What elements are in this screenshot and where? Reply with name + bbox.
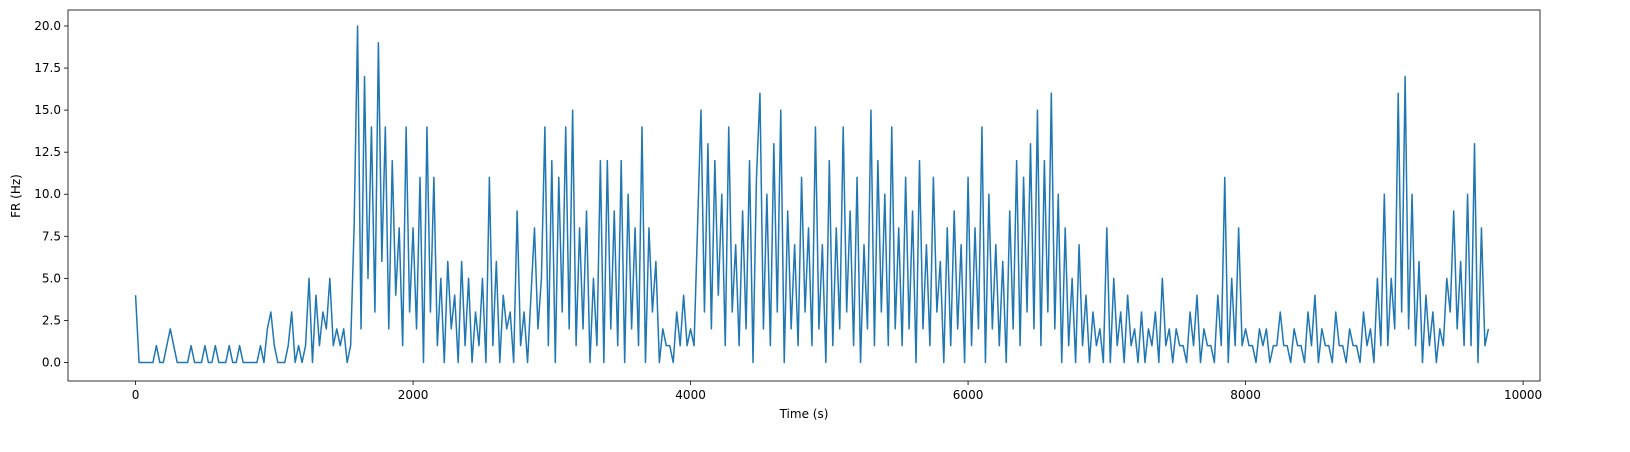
x-tick-label: 6000 [953, 388, 984, 402]
x-axis-label: Time (s) [779, 407, 829, 421]
x-tick-label: 10000 [1504, 388, 1542, 402]
y-tick-label: 2.5 [42, 313, 61, 327]
plot-frame [67, 9, 1541, 382]
y-tick-label: 20.0 [34, 19, 61, 33]
y-tick-label: 0.0 [42, 355, 61, 369]
y-axis-label: FR (Hz) [9, 174, 23, 218]
x-tick-label: 2000 [398, 388, 429, 402]
y-tick-label: 12.5 [34, 145, 61, 159]
data-line [134, 25, 1490, 364]
y-tick-label: 17.5 [34, 61, 61, 75]
x-tick-label: 0 [132, 388, 140, 402]
y-tick-label: 7.5 [42, 229, 61, 243]
y-tick-label: 15.0 [34, 103, 61, 117]
y-tick-label: 10.0 [34, 187, 61, 201]
x-tick-label: 8000 [1230, 388, 1261, 402]
x-tick-label: 4000 [675, 388, 706, 402]
y-tick-label: 5.0 [42, 271, 61, 285]
